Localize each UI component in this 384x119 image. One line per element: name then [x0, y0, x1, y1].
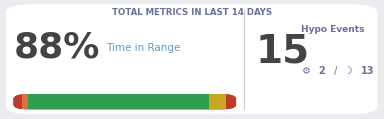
- Bar: [209, 94, 226, 109]
- Bar: [28, 94, 209, 109]
- Text: Hypo Events: Hypo Events: [301, 25, 365, 34]
- Text: 13: 13: [361, 66, 374, 76]
- Text: ⚙: ⚙: [301, 66, 310, 76]
- Text: ☽: ☽: [344, 66, 353, 76]
- Text: TOTAL METRICS IN LAST 14 DAYS: TOTAL METRICS IN LAST 14 DAYS: [112, 8, 272, 17]
- Text: 15: 15: [255, 32, 310, 70]
- Text: Time in Range: Time in Range: [106, 43, 180, 53]
- Text: 2: 2: [319, 66, 326, 76]
- Bar: [22, 94, 28, 109]
- FancyBboxPatch shape: [13, 94, 236, 109]
- Text: 88%: 88%: [13, 31, 100, 65]
- Bar: [13, 94, 22, 109]
- FancyBboxPatch shape: [6, 4, 377, 114]
- Bar: [226, 94, 236, 109]
- Text: /: /: [331, 66, 341, 76]
